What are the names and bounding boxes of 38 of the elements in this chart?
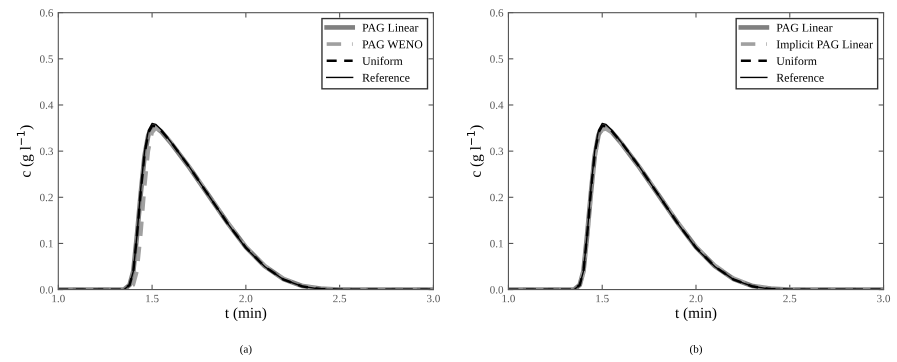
legend-label: Reference <box>362 73 410 82</box>
y-tick-label: 0.5 <box>40 55 54 63</box>
legend-label: PAG Linear <box>776 24 832 32</box>
y-tick-label: 0.3 <box>490 148 504 156</box>
y-axis-title: c (g l$^{−1}$) <box>16 125 34 177</box>
text: (b) <box>690 344 702 356</box>
y-tick-label: 0.0 <box>40 286 54 294</box>
x-axis-title: t (min) <box>225 307 266 322</box>
x-tick-label: 2.5 <box>783 294 796 302</box>
x-tick-label: 1.5 <box>146 294 159 302</box>
y-tick-label: 0.1 <box>40 240 53 248</box>
y-tick-label: 0.1 <box>490 240 503 248</box>
y-tick-label: 0.0 <box>490 286 504 294</box>
x-tick-label: 3.0 <box>427 294 440 302</box>
x-tick-label: 2.0 <box>690 294 703 302</box>
legend-label: PAG WENO <box>362 40 422 48</box>
y-tick-label: 0.6 <box>40 9 54 17</box>
y-tick-label: 0.6 <box>490 9 504 17</box>
y-tick-label: 0.4 <box>40 101 54 109</box>
legend-label: Reference <box>776 73 824 82</box>
y-tick-label: 0.2 <box>40 194 53 202</box>
text: (a) <box>240 344 252 356</box>
x-tick-label: 3.0 <box>877 294 890 302</box>
x-tick-label: 1.0 <box>502 294 515 302</box>
x-tick-label: 2.5 <box>333 294 346 302</box>
legend-label: Implicit PAG Linear <box>776 40 873 51</box>
x-axis-title: t (min) <box>675 307 716 322</box>
legend-label: PAG Linear <box>362 24 418 32</box>
legend-label: Uniform <box>362 56 403 66</box>
y-tick-label: 0.4 <box>490 101 504 109</box>
y-tick-label: 0.2 <box>490 194 503 202</box>
y-axis-title: c (g l$^{−1}$) <box>467 125 484 177</box>
y-tick-label: 0.3 <box>40 148 54 156</box>
legend-label: Uniform <box>776 56 817 66</box>
y-tick-label: 0.5 <box>490 55 504 63</box>
x-tick-label: 2.0 <box>239 294 252 302</box>
x-tick-label: 1.0 <box>52 294 65 302</box>
x-tick-label: 1.5 <box>596 294 609 302</box>
